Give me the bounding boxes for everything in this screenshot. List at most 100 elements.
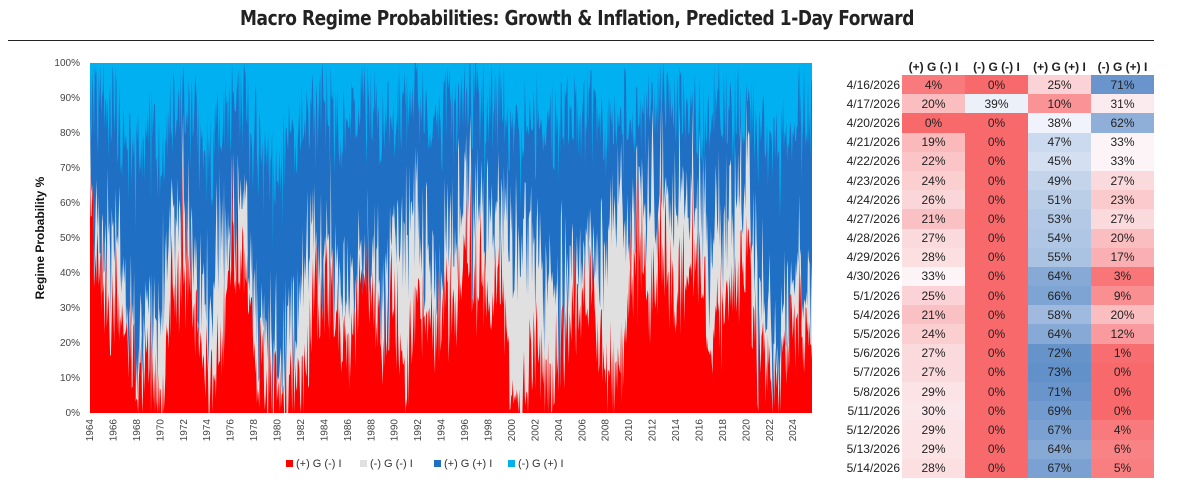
cell-value: 20% — [902, 94, 965, 114]
regime-area-chart: 0% 10% 20% 30% 40% 50% 60% 70% 80% 90% 100% Regime … — [33, 58, 812, 470]
cell-value: 0% — [965, 190, 1028, 210]
x-tick-label: 1984 — [319, 419, 330, 442]
table-row: 5/11/2026 30% 0% 69% 0% — [825, 401, 1154, 421]
table-row: 4/28/2026 27% 0% 54% 20% — [825, 228, 1154, 248]
cell-value: 69% — [1028, 401, 1091, 421]
cell-value: 33% — [902, 266, 965, 287]
row-date: 5/12/2026 — [846, 422, 900, 437]
title-rule — [8, 40, 1154, 41]
cell-value: 0% — [965, 305, 1028, 325]
cell-value: 4% — [902, 75, 965, 95]
table-row: 4/30/2026 33% 0% 64% 3% — [825, 266, 1154, 287]
row-date: 4/27/2026 — [846, 211, 900, 226]
cell-value: 19% — [902, 132, 965, 152]
y-tick-label: 60% — [60, 198, 80, 209]
cell-value: 0% — [965, 170, 1028, 191]
cell-value: 27% — [902, 228, 965, 248]
x-tick-label: 1998 — [484, 419, 495, 442]
cell-value: 0% — [965, 420, 1028, 440]
cell-value: 0% — [965, 439, 1028, 459]
table-header-date — [825, 58, 902, 75]
cell-value: 27% — [902, 343, 965, 363]
legend-swatch — [434, 460, 441, 467]
x-tick-label: 1980 — [273, 419, 284, 442]
x-tick-label: 1978 — [249, 419, 260, 442]
y-tick-label: 10% — [60, 373, 80, 384]
table-row: 4/20/2026 0% 0% 38% 62% — [825, 113, 1154, 133]
x-tick-label: 2016 — [694, 419, 705, 442]
x-tick-label: 1972 — [179, 419, 190, 442]
row-date: 5/13/2026 — [846, 442, 900, 457]
y-axis-title: Regime Probability % — [33, 176, 47, 299]
cell-value: 38% — [1028, 113, 1091, 133]
cell-value: 66% — [1028, 286, 1091, 306]
x-tick-label: 2002 — [530, 419, 541, 442]
row-date: 5/14/2026 — [846, 461, 900, 476]
cell-value: 20% — [1091, 228, 1154, 248]
cell-value: 21% — [902, 305, 965, 325]
x-tick-label: 1994 — [437, 419, 448, 442]
table-row: 5/14/2026 28% 0% 67% 5% — [825, 458, 1154, 478]
cell-value: 0% — [965, 401, 1028, 421]
cell-value: 3% — [1091, 266, 1154, 287]
cell-value: 33% — [1091, 132, 1154, 152]
cell-value: 28% — [902, 247, 965, 267]
cell-value: 58% — [1028, 305, 1091, 325]
cell-value: 0% — [1091, 382, 1154, 402]
row-date: 5/1/2026 — [853, 288, 900, 303]
cell-value: 55% — [1028, 247, 1091, 267]
cell-value: 25% — [902, 286, 965, 306]
x-tick-label: 2022 — [765, 419, 776, 442]
row-date: 4/29/2026 — [846, 250, 900, 265]
cell-value: 9% — [1091, 286, 1154, 306]
table-row: 5/13/2026 29% 0% 64% 6% — [825, 439, 1154, 459]
cell-value: 6% — [1091, 439, 1154, 459]
cell-value: 23% — [1091, 190, 1154, 210]
legend-swatch — [360, 460, 367, 467]
cell-value: 64% — [1028, 266, 1091, 287]
cell-value: 0% — [965, 75, 1028, 95]
table-row: 5/6/2026 27% 0% 72% 1% — [825, 343, 1154, 363]
cell-value: 21% — [902, 209, 965, 229]
cell-value: 45% — [1028, 151, 1091, 171]
row-date: 4/21/2026 — [846, 135, 900, 150]
row-date: 5/5/2026 — [853, 327, 900, 342]
chart-title: Macro Regime Probabilities: Growth & Inf… — [240, 6, 914, 30]
y-tick-label: 70% — [60, 163, 80, 174]
table-row: 4/23/2026 24% 0% 49% 27% — [825, 170, 1154, 191]
x-tick-label: 1976 — [226, 419, 237, 442]
row-date: 4/22/2026 — [846, 154, 900, 169]
cell-value: 29% — [902, 439, 965, 459]
table-row: 5/8/2026 29% 0% 71% 0% — [825, 382, 1154, 402]
cell-value: 27% — [902, 362, 965, 382]
x-tick-label: 2014 — [671, 419, 682, 442]
x-tick-label: 2000 — [507, 419, 518, 442]
x-tick-label: 1986 — [343, 419, 354, 442]
series-area-pos-g-neg-i — [90, 154, 812, 413]
cell-value: 64% — [1028, 439, 1091, 459]
table-row: 5/7/2026 27% 0% 73% 0% — [825, 362, 1154, 382]
cell-value: 0% — [965, 362, 1028, 382]
cell-value: 29% — [902, 420, 965, 440]
x-tick-label: 2012 — [648, 419, 659, 442]
cell-value: 27% — [1091, 170, 1154, 191]
table-row: 5/12/2026 29% 0% 67% 4% — [825, 420, 1154, 440]
table-row: 4/17/2026 20% 39% 10% 31% — [825, 94, 1154, 114]
row-date: 5/11/2026 — [847, 403, 901, 418]
y-tick-label: 0% — [66, 408, 81, 419]
y-tick-label: 20% — [60, 338, 80, 349]
cell-value: 0% — [1091, 401, 1154, 421]
cell-value: 33% — [1091, 151, 1154, 171]
table-row: 4/16/2026 4% 0% 25% 71% — [825, 75, 1154, 95]
legend-label: (-) G (-) I — [370, 458, 413, 470]
x-tick-label: 2010 — [624, 419, 635, 442]
cell-value: 51% — [1028, 190, 1091, 210]
cell-value: 28% — [902, 458, 965, 478]
y-tick-label: 50% — [60, 233, 80, 244]
x-tick-label: 1982 — [296, 419, 307, 442]
x-tick-label: 1990 — [390, 419, 401, 442]
cell-value: 0% — [965, 286, 1028, 306]
row-date: 5/8/2026 — [853, 384, 900, 399]
cell-value: 29% — [902, 382, 965, 402]
cell-value: 25% — [1028, 75, 1091, 95]
